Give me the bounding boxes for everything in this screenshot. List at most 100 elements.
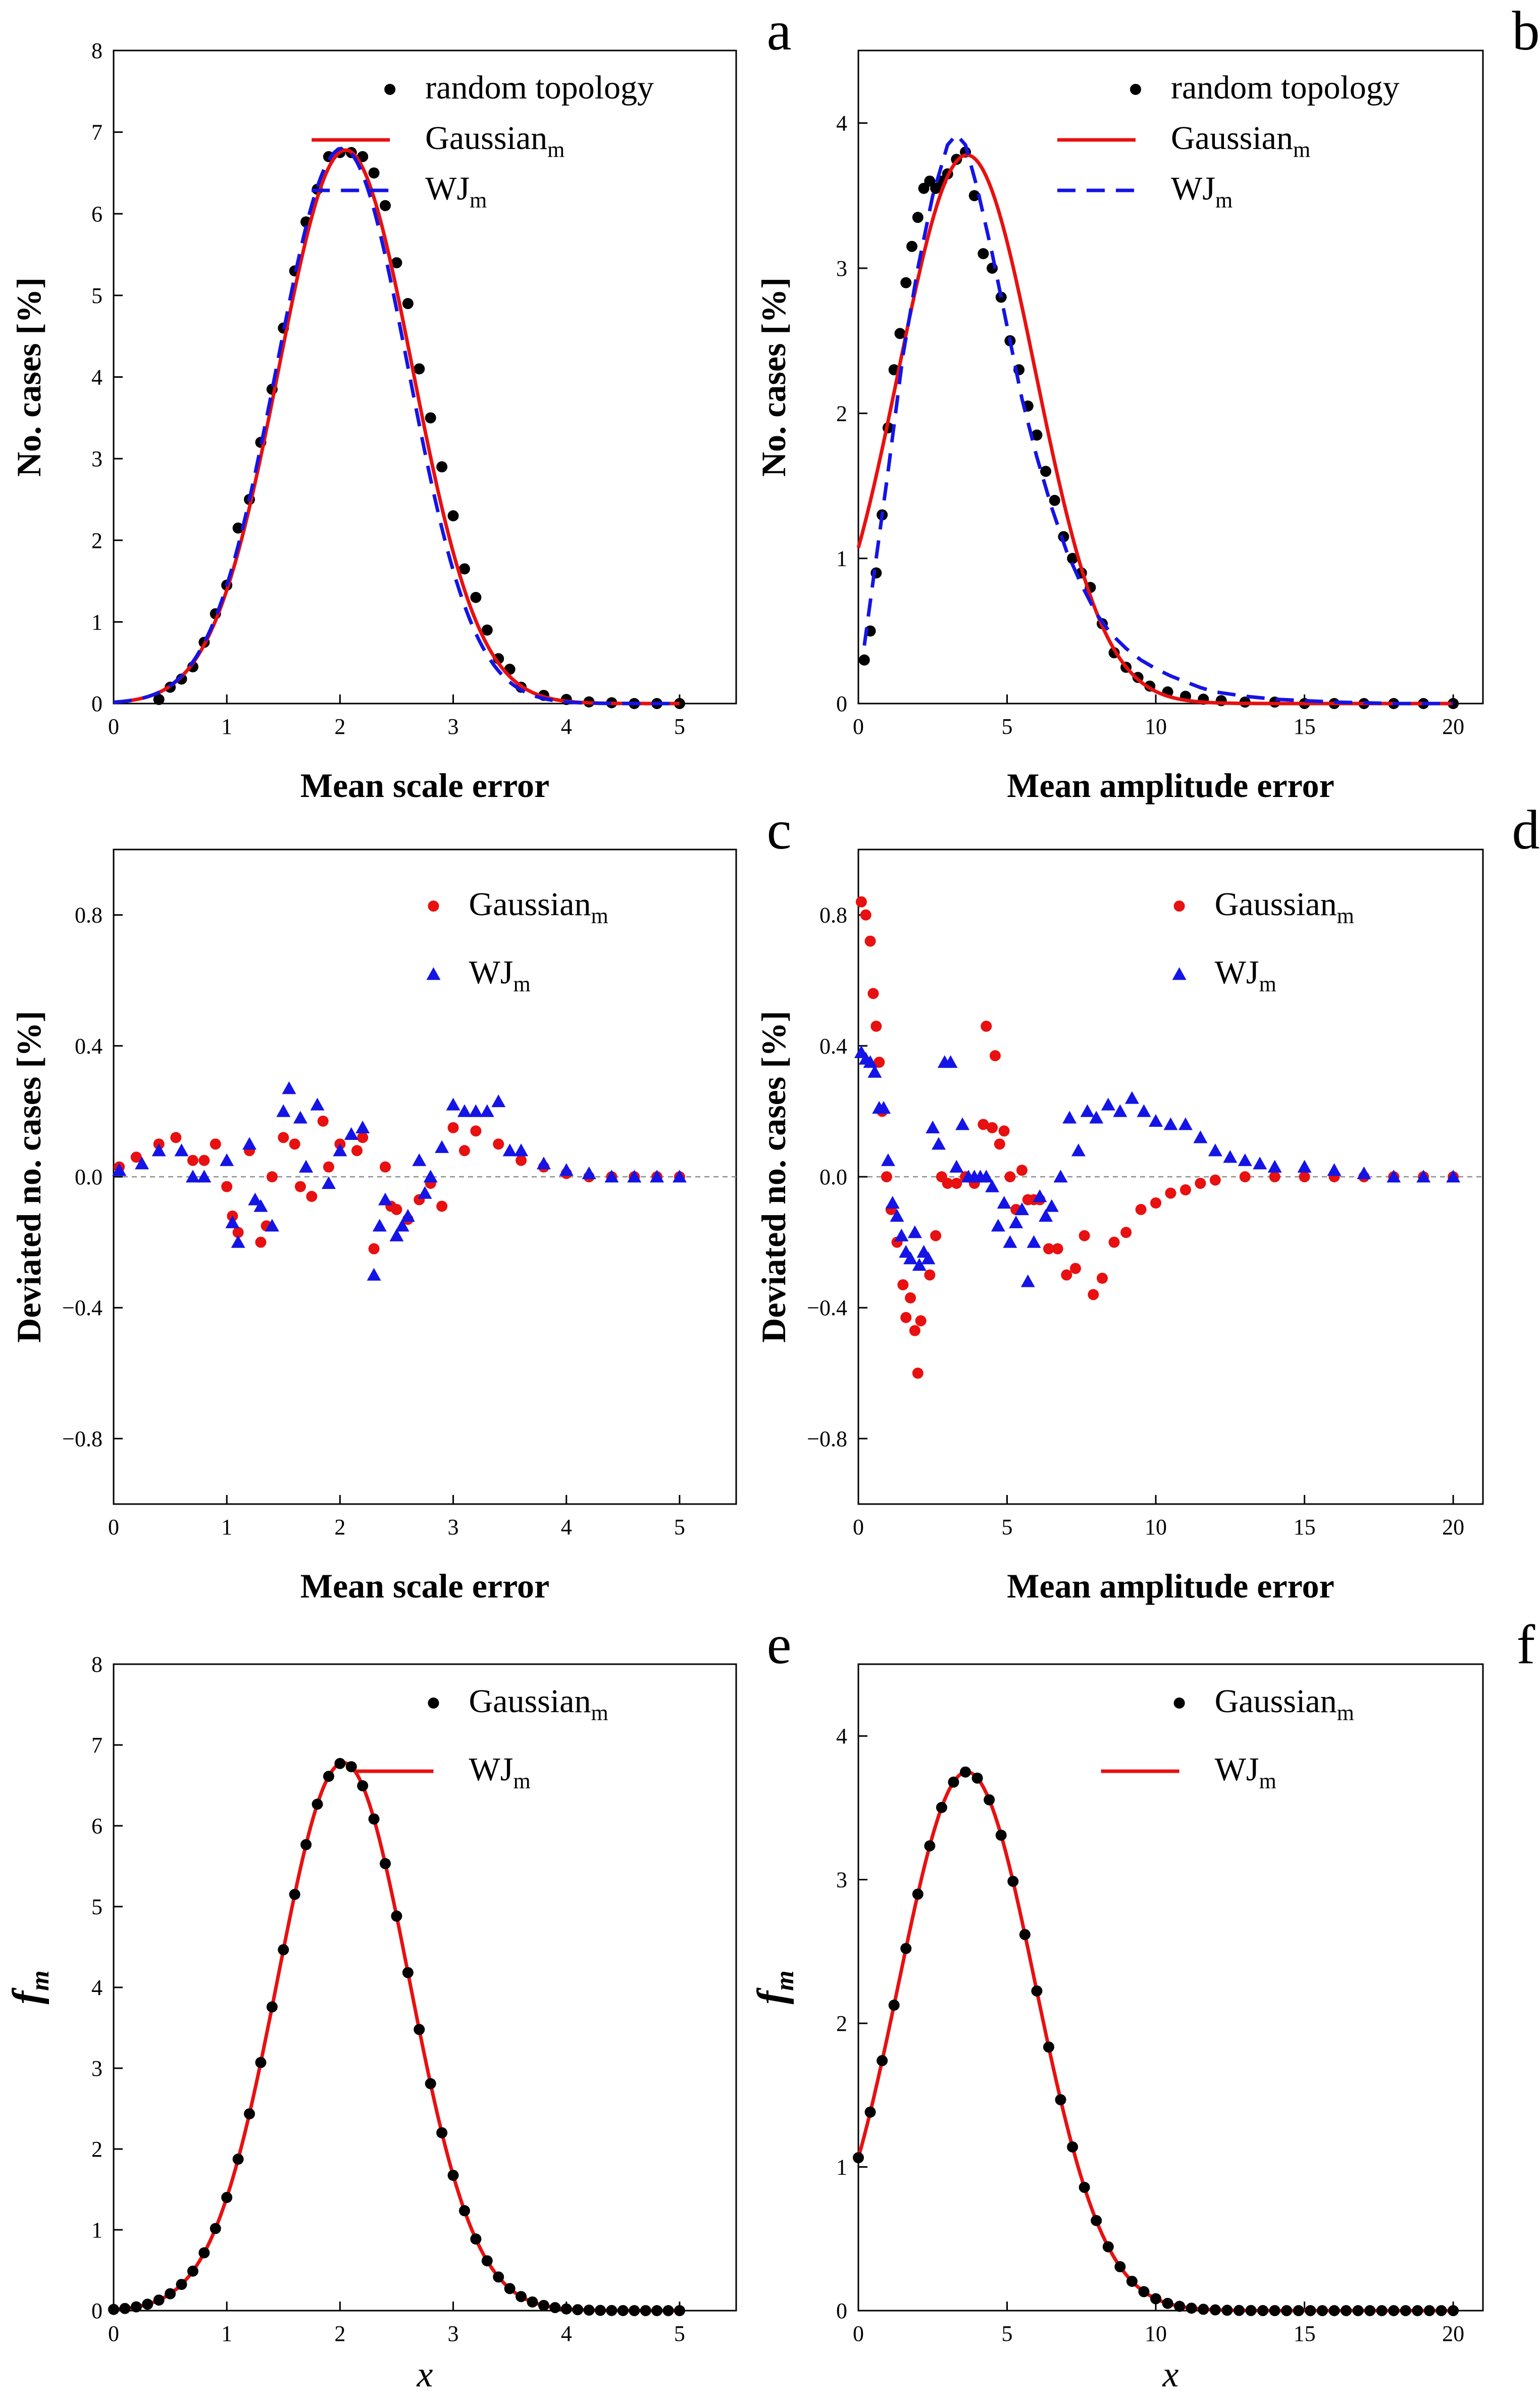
data-point bbox=[995, 1829, 1007, 1841]
data-point-triangle bbox=[344, 1127, 358, 1140]
data-point bbox=[351, 1145, 363, 1157]
legend-label-sub: m bbox=[1259, 972, 1276, 996]
data-point bbox=[493, 1138, 504, 1150]
legend-label: WJm bbox=[469, 954, 530, 996]
data-point bbox=[629, 2305, 640, 2316]
data-point bbox=[1195, 1177, 1206, 1189]
data-point-triangle bbox=[604, 1170, 619, 1183]
data-point-triangle bbox=[310, 1097, 325, 1111]
data-point-triangle bbox=[293, 1111, 307, 1124]
data-point-triangle bbox=[1071, 1143, 1086, 1157]
legend-label-main: Gaussian bbox=[425, 120, 547, 157]
data-point bbox=[874, 1057, 885, 1068]
data-point-triangle bbox=[1416, 1170, 1431, 1183]
y-tick-label: 4 bbox=[91, 1975, 102, 2000]
data-point-triangle bbox=[112, 1163, 127, 1176]
data-point bbox=[1269, 2305, 1280, 2316]
data-point bbox=[1031, 1985, 1043, 1997]
y-tick-label: 4 bbox=[91, 365, 102, 390]
data-point bbox=[458, 2205, 470, 2217]
data-point bbox=[971, 1772, 983, 1784]
data-point bbox=[402, 298, 414, 310]
data-point bbox=[1070, 1263, 1082, 1274]
panel-letter: f bbox=[1517, 1614, 1535, 1675]
panel-letter: a bbox=[767, 0, 792, 62]
data-point bbox=[900, 1312, 912, 1323]
y-tick-label: −0.8 bbox=[807, 1426, 847, 1451]
legend-label: random topology bbox=[1171, 69, 1400, 106]
legend-label: WJm bbox=[425, 170, 487, 213]
data-point-triangle bbox=[491, 1094, 506, 1108]
data-point bbox=[1043, 1243, 1054, 1255]
data-point bbox=[176, 2279, 187, 2290]
data-point bbox=[894, 328, 906, 339]
data-point bbox=[1150, 1197, 1162, 1209]
data-point bbox=[1135, 1204, 1147, 1215]
data-point bbox=[255, 1236, 267, 1248]
data-point bbox=[142, 2299, 153, 2310]
data-point bbox=[978, 1119, 989, 1130]
x-tick-label: 5 bbox=[674, 2321, 685, 2346]
data-point-triangle bbox=[1033, 1189, 1047, 1203]
data-point bbox=[1209, 1174, 1221, 1186]
data-point bbox=[924, 1840, 936, 1852]
data-point bbox=[906, 240, 918, 252]
data-point bbox=[1061, 1269, 1072, 1281]
legend-label-main: Gaussian bbox=[469, 886, 591, 923]
data-point bbox=[130, 2301, 142, 2313]
data-point-triangle bbox=[1124, 1091, 1139, 1104]
data-point bbox=[1016, 1165, 1028, 1176]
data-point-triangle bbox=[469, 1104, 483, 1117]
data-point bbox=[1007, 1876, 1019, 1887]
data-point bbox=[572, 2304, 584, 2316]
data-point bbox=[1376, 2305, 1388, 2316]
data-point bbox=[221, 1181, 233, 1192]
data-point bbox=[1364, 2305, 1376, 2316]
data-point-triangle bbox=[1137, 1104, 1151, 1117]
data-point bbox=[345, 1761, 357, 1773]
data-point bbox=[1097, 1272, 1108, 1284]
x-tick-label: 20 bbox=[1442, 714, 1464, 739]
data-point bbox=[232, 522, 244, 534]
data-point bbox=[1138, 2286, 1150, 2298]
data-point bbox=[674, 698, 685, 709]
series-wj-m bbox=[113, 146, 680, 706]
y-tick-label: 4 bbox=[836, 111, 847, 136]
data-point bbox=[1126, 2275, 1138, 2287]
data-point bbox=[493, 2271, 504, 2283]
data-point-triangle bbox=[333, 1143, 347, 1157]
data-point bbox=[900, 1942, 912, 1954]
data-point-triangle bbox=[253, 1199, 268, 1212]
legend-marker-triangle bbox=[426, 967, 441, 980]
y-axis-title: fm bbox=[5, 1970, 55, 2004]
data-point bbox=[470, 591, 482, 603]
y-tick-label: 5 bbox=[91, 283, 102, 308]
data-point bbox=[165, 2288, 176, 2300]
y-tick-label: −0.4 bbox=[62, 1295, 102, 1320]
x-tick-label: 5 bbox=[674, 1515, 685, 1539]
data-point bbox=[458, 563, 470, 575]
x-tick-label: 0 bbox=[853, 1515, 864, 1539]
x-tick-label: 4 bbox=[561, 714, 572, 739]
data-point-triangle bbox=[418, 1186, 432, 1199]
data-point-triangle bbox=[1297, 1160, 1312, 1173]
data-point bbox=[1400, 2305, 1411, 2316]
legend-marker-triangle bbox=[1172, 967, 1187, 980]
data-point-triangle bbox=[1193, 1130, 1208, 1143]
series-gaussian-m bbox=[853, 1766, 1459, 2316]
data-point-triangle bbox=[185, 1170, 200, 1183]
data-point bbox=[368, 1813, 380, 1825]
data-point bbox=[900, 277, 912, 288]
x-tick-label: 5 bbox=[1002, 2321, 1013, 2346]
data-point bbox=[1043, 2041, 1054, 2053]
series-line bbox=[862, 133, 1454, 706]
data-point bbox=[380, 1161, 391, 1173]
data-point bbox=[447, 510, 459, 522]
y-axis-title-sub: m bbox=[771, 1970, 799, 1990]
data-point bbox=[930, 1230, 942, 1241]
data-point bbox=[470, 1125, 482, 1137]
data-point-triangle bbox=[231, 1235, 245, 1248]
y-tick-label: 0.4 bbox=[819, 1034, 847, 1059]
